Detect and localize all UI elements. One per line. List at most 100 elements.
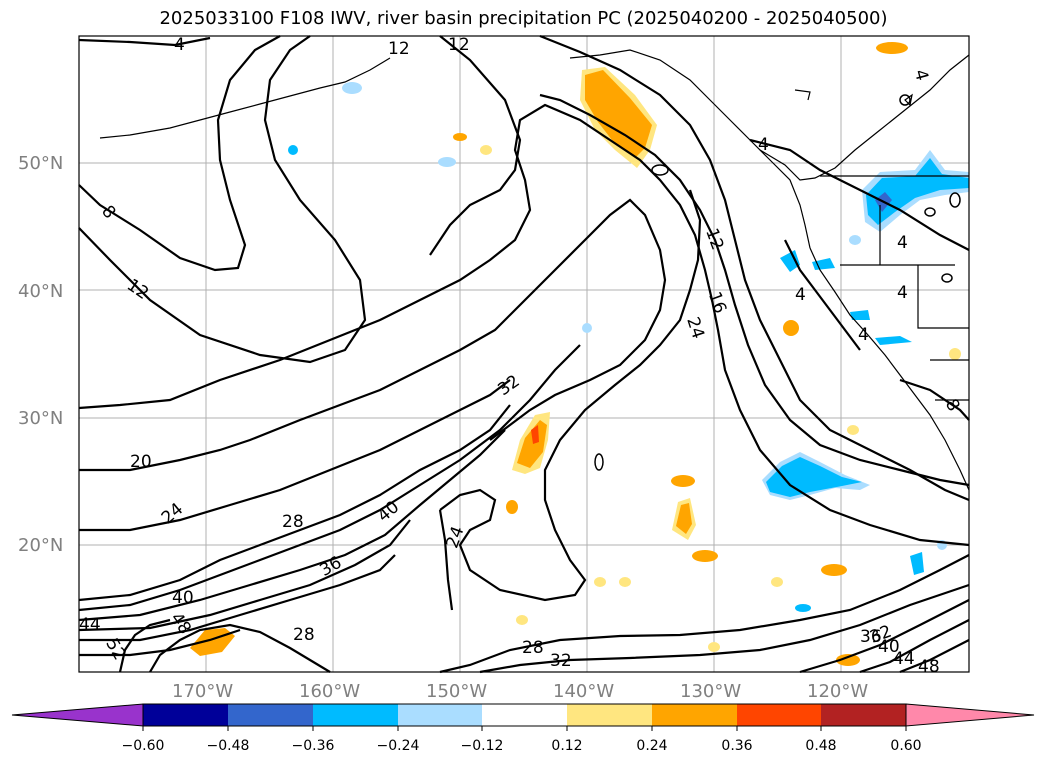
contour-8-southwest bbox=[899, 378, 970, 421]
negative-anomaly-small-1 bbox=[342, 82, 362, 94]
contour-12-east bbox=[429, 35, 522, 256]
contour-12-inner bbox=[78, 35, 367, 364]
contour-label: 28 bbox=[522, 638, 544, 658]
contour-label: 40 bbox=[878, 637, 900, 657]
colorbar-segment bbox=[313, 704, 398, 726]
negative-anomaly-southwest-1 bbox=[910, 552, 924, 575]
positive-anomaly-small-16 bbox=[708, 642, 720, 652]
positive-anomaly-small-7 bbox=[836, 654, 860, 666]
positive-anomaly-small-6 bbox=[783, 320, 799, 336]
positive-anomaly-small-14 bbox=[847, 425, 859, 435]
colorbar-segment bbox=[737, 704, 821, 726]
contour-20-southwest bbox=[79, 198, 667, 472]
positive-anomaly-small-9 bbox=[453, 133, 467, 141]
contour-label: 4 bbox=[897, 233, 908, 253]
negative-anomaly-small-4 bbox=[582, 323, 592, 333]
colorbar-segment bbox=[567, 704, 652, 726]
contour-label: 4 bbox=[758, 135, 769, 155]
negative-anomaly-offshore-core bbox=[766, 457, 862, 497]
positive-anomaly-small-5 bbox=[876, 42, 908, 54]
contour-40-b bbox=[79, 554, 396, 642]
map-area bbox=[79, 36, 969, 672]
colorbar-tick: 0.60 bbox=[890, 738, 921, 754]
lat-label-20n: 20°N bbox=[18, 535, 63, 556]
contour-12-right bbox=[539, 34, 970, 502]
colorbar-segment bbox=[482, 704, 567, 726]
contour-4-interior bbox=[749, 138, 970, 251]
colorbar-tick: −0.12 bbox=[461, 738, 504, 754]
lon-label-170w: 170°W bbox=[172, 681, 233, 702]
contour-40-south bbox=[859, 619, 970, 674]
contour-20-west bbox=[78, 103, 970, 547]
contour-label: 20 bbox=[130, 452, 152, 472]
map-frame bbox=[78, 35, 970, 673]
colorbar-tick: −0.24 bbox=[377, 738, 420, 754]
contour-28-south bbox=[439, 554, 970, 674]
contour-36-south bbox=[799, 599, 970, 674]
positive-anomaly-small-11 bbox=[594, 577, 606, 587]
colorbar-tick: −0.36 bbox=[292, 738, 335, 754]
positive-anomaly-small-3 bbox=[692, 550, 718, 562]
positive-anomaly-central-core bbox=[517, 420, 547, 468]
colorbar-tick: −0.60 bbox=[122, 738, 165, 754]
contour-label: 12 bbox=[448, 35, 470, 55]
contour-44 bbox=[79, 628, 241, 657]
strong-anomaly-central bbox=[531, 425, 539, 444]
contour-24-west bbox=[79, 379, 511, 532]
positive-anomaly-small-10 bbox=[480, 145, 492, 155]
small-contour-loops bbox=[594, 94, 961, 471]
colorbar-segment bbox=[652, 704, 737, 726]
contour-label: 28 bbox=[293, 625, 315, 645]
negative-anomaly-small-3 bbox=[288, 145, 298, 155]
contour-label: 40 bbox=[172, 588, 194, 608]
lat-label-30n: 30°N bbox=[18, 408, 63, 429]
colorbar-tick: 0.36 bbox=[721, 738, 752, 754]
contour-44-south bbox=[899, 639, 970, 674]
colorbar-tick: −0.48 bbox=[207, 738, 250, 754]
negative-anomaly-small-2 bbox=[438, 157, 456, 167]
lon-label-120w: 120°W bbox=[807, 681, 868, 702]
negative-anomaly-california-4 bbox=[875, 336, 912, 345]
lat-label-40n: 40°N bbox=[18, 281, 63, 302]
contour-label: 4 bbox=[897, 283, 908, 303]
colorbar-extend-right bbox=[905, 703, 1035, 727]
contour-label: 44 bbox=[893, 649, 915, 669]
positive-anomaly-small-17 bbox=[516, 615, 528, 625]
contour-label: 4 bbox=[174, 35, 185, 55]
contour-32-south bbox=[479, 583, 970, 674]
contour-52 bbox=[118, 618, 171, 673]
colorbar-extend-left bbox=[11, 703, 144, 727]
contour-4-ca bbox=[784, 239, 861, 351]
contour-16 bbox=[539, 93, 970, 487]
contour-label: 44 bbox=[79, 615, 101, 635]
contour-32 bbox=[78, 344, 581, 612]
colorbar-tick: 0.48 bbox=[805, 738, 836, 754]
colorbar-segment bbox=[143, 704, 228, 726]
contour-48 bbox=[149, 623, 331, 673]
contour-24-loop bbox=[439, 189, 702, 602]
contour-label: 4 bbox=[795, 285, 806, 305]
negative-anomaly-california-3 bbox=[850, 310, 870, 320]
positive-anomaly-small-12 bbox=[619, 577, 631, 587]
colorbar-tick: 0.24 bbox=[636, 738, 667, 754]
lat-label-50n: 50°N bbox=[18, 153, 63, 174]
contour-label: 4 bbox=[910, 67, 932, 83]
lon-label-160w: 160°W bbox=[299, 681, 360, 702]
colorbar-segment bbox=[228, 704, 313, 726]
latitude-labels: 50°N 40°N 30°N 20°N bbox=[18, 153, 63, 556]
positive-anomaly-small-13 bbox=[771, 577, 783, 587]
longitude-labels: 170°W 160°W 150°W 140°W 130°W 120°W bbox=[172, 681, 868, 702]
colorbar: −0.60 −0.48 −0.36 −0.24 −0.12 0.12 0.24 … bbox=[11, 703, 1035, 754]
negative-anomaly-small-5 bbox=[795, 604, 811, 612]
colorbar-tick: 0.12 bbox=[551, 738, 582, 754]
negative-anomaly-small-7 bbox=[849, 235, 861, 245]
coastlines bbox=[99, 49, 970, 491]
positive-anomaly-small-2 bbox=[671, 475, 695, 487]
contour-label: 36 bbox=[860, 627, 882, 647]
positive-anomaly-gulf-alaska-core bbox=[585, 70, 652, 158]
contour-4-northwest bbox=[78, 36, 211, 47]
iwv-contours bbox=[78, 34, 970, 674]
contour-36 bbox=[78, 429, 506, 622]
contour-label: 12 bbox=[388, 39, 410, 59]
